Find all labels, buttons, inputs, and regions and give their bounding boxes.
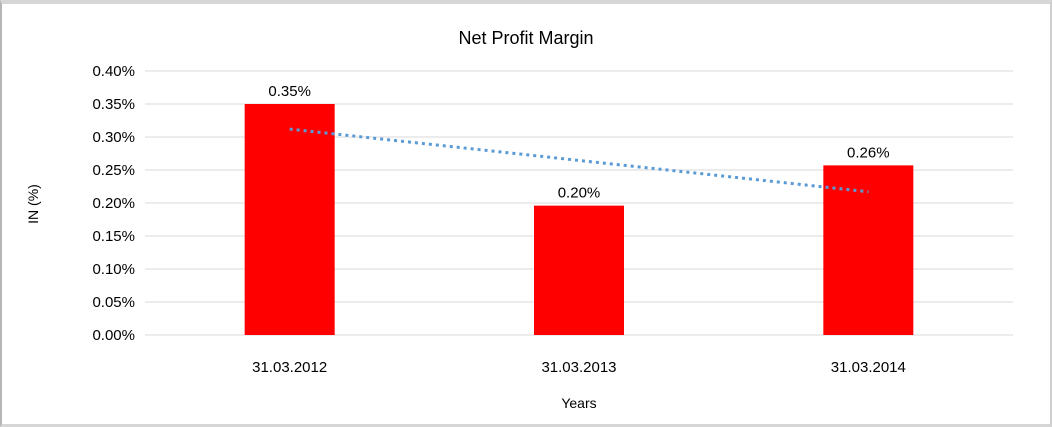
trendline (289, 127, 869, 194)
bar-data-label: 0.20% (558, 185, 601, 202)
x-category-label: 31.03.2013 (541, 359, 616, 376)
y-tick-label: 0.20% (92, 195, 135, 212)
y-axis-title: IN (%) (25, 184, 41, 224)
bar (244, 104, 335, 335)
bars-group (244, 104, 914, 335)
y-tick-label: 0.15% (92, 228, 135, 245)
y-tick-label: 0.10% (92, 261, 135, 278)
y-tick-label: 0.00% (92, 327, 135, 344)
bar-data-label: 0.26% (847, 144, 890, 161)
y-tick-label: 0.25% (92, 162, 135, 179)
trendline-group (289, 127, 869, 194)
bar (534, 205, 624, 335)
y-tick-label: 0.30% (92, 129, 135, 146)
y-tick-label: 0.05% (92, 294, 135, 311)
y-tick-label: 0.35% (92, 96, 135, 113)
x-category-label: 31.03.2014 (831, 359, 906, 376)
plot-area: 0.00% 0.05% 0.10% 0.15% 0.20% 0.25% 0.30% 0.35%… (25, 28, 1013, 411)
x-category-label: 31.03.2012 (252, 359, 327, 376)
bar (823, 165, 914, 335)
bar-data-label: 0.35% (268, 83, 311, 100)
y-tick-label: 0.40% (92, 63, 135, 80)
x-axis-title: Years (561, 395, 596, 411)
chart-title: Net Profit Margin (458, 28, 593, 48)
labels-group: 0.00% 0.05% 0.10% 0.15% 0.20% 0.25% 0.30% 0.35%… (92, 63, 905, 376)
